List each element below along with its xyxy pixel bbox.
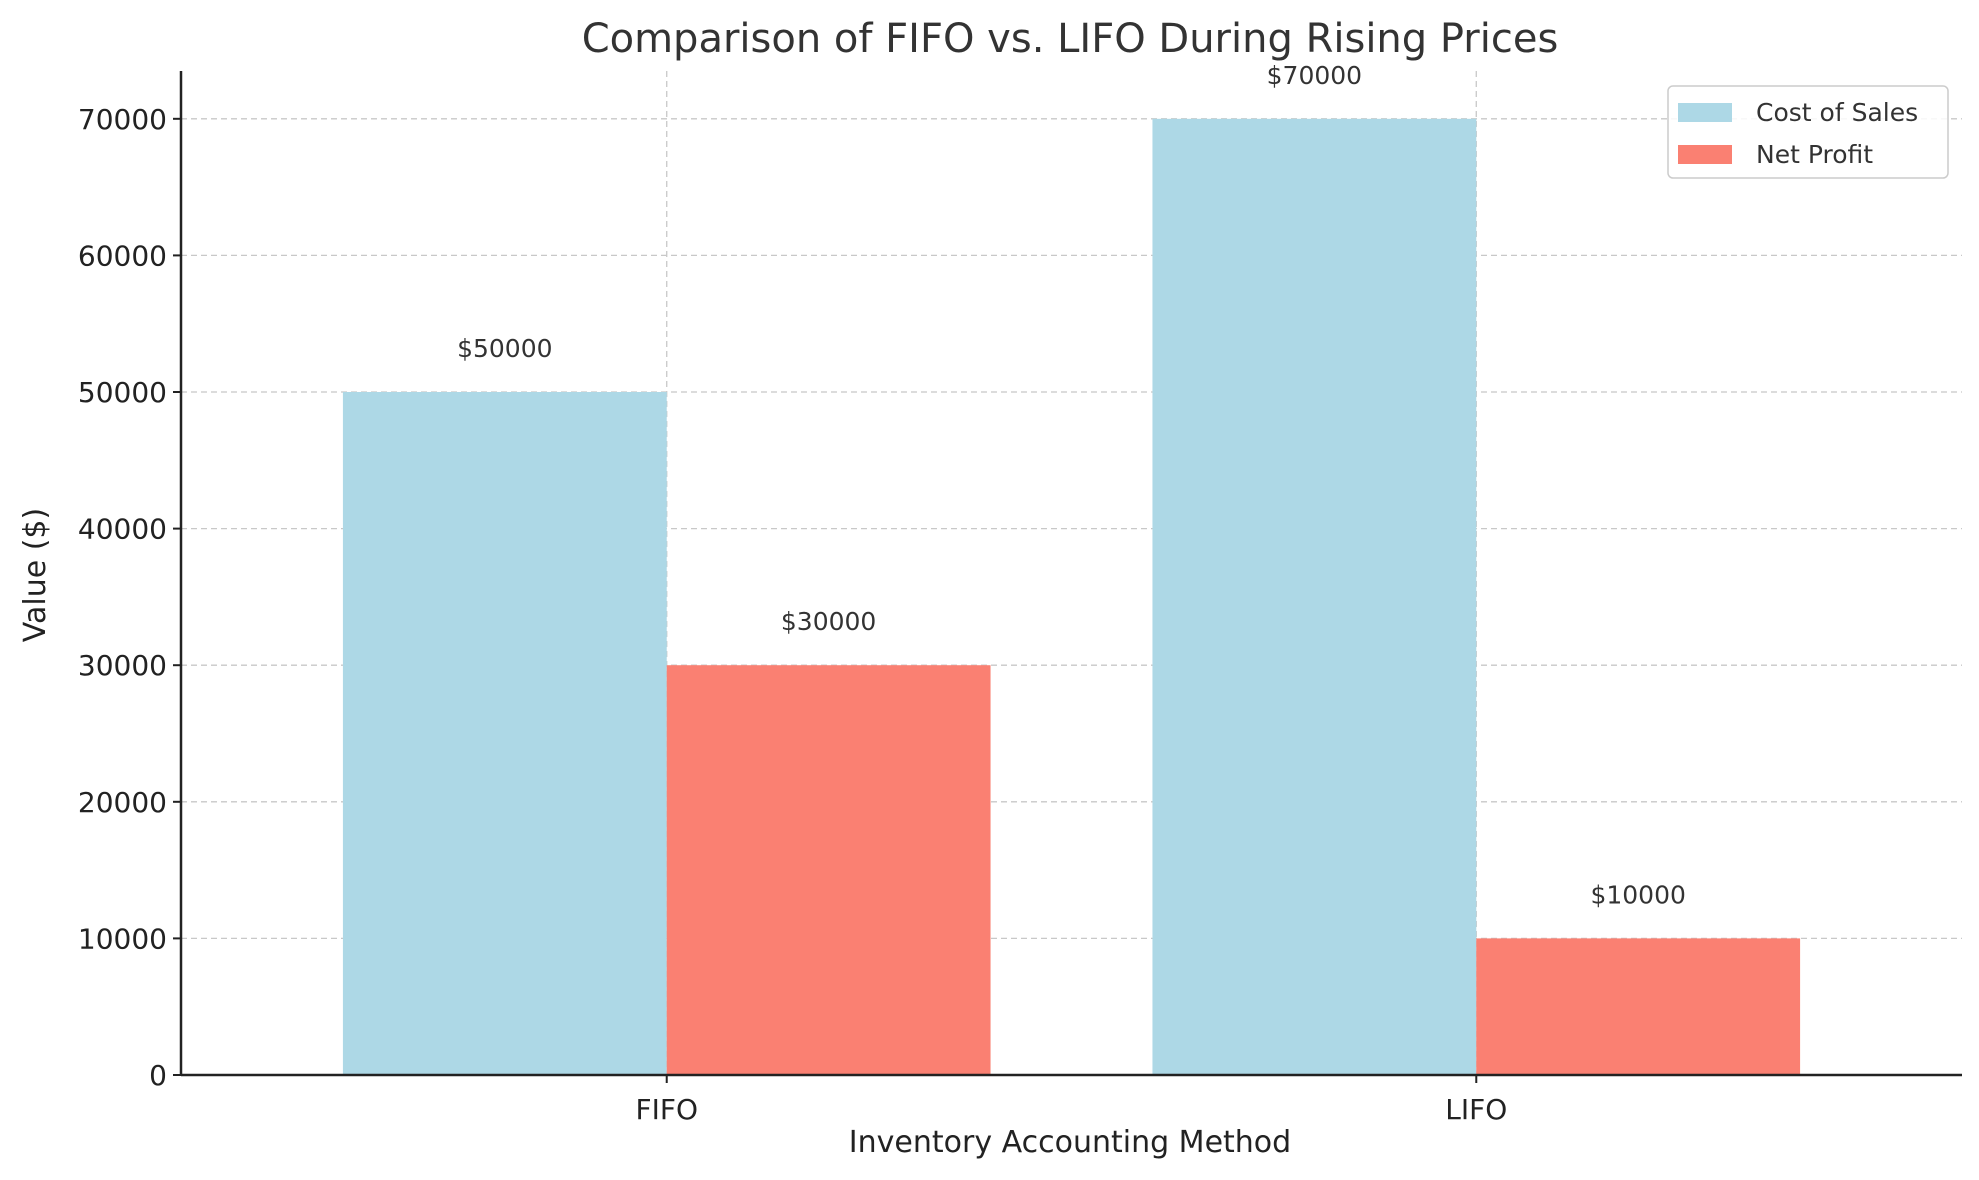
data-labels: $50000 $70000 $30000 $10000 (457, 61, 1686, 910)
y-tick-label: 0 (149, 1059, 167, 1092)
data-label: $70000 (1267, 61, 1362, 90)
y-tick-label: 60000 (78, 239, 167, 272)
legend-entry: Cost of Sales (1756, 98, 1918, 127)
data-label: $10000 (1590, 880, 1685, 909)
legend: Cost of Sales Net Profit (1667, 85, 1949, 179)
chart-title: Comparison of FIFO vs. LIFO During Risin… (582, 16, 1559, 62)
bar-cost-of-sales-lifo (1152, 118, 1477, 1076)
y-tick-label: 50000 (78, 376, 167, 409)
x-tick-label-fifo: FIFO (635, 1093, 698, 1126)
legend-swatch (1678, 145, 1732, 164)
x-tick-label-lifo: LIFO (1445, 1093, 1507, 1126)
y-tick-label: 30000 (78, 649, 167, 682)
y-tick-label: 20000 (78, 786, 167, 819)
y-tick-label: 40000 (78, 513, 167, 546)
axes: 0 10000 20000 30000 40000 50000 60000 70000 FIFO… (78, 71, 1962, 1126)
x-axis-label: Inventory Accounting Method (849, 1125, 1291, 1160)
data-label: $30000 (781, 607, 876, 636)
bar-net-profit-lifo (1476, 938, 1801, 1075)
y-tick-label: 70000 (78, 103, 167, 136)
data-label: $50000 (457, 334, 552, 363)
y-tick-label: 10000 (78, 922, 167, 955)
bars (342, 118, 1801, 1076)
bar-cost-of-sales-fifo (342, 392, 667, 1075)
bar-net-profit-fifo (666, 665, 991, 1075)
legend-swatch (1678, 103, 1732, 122)
legend-box (1667, 85, 1949, 179)
y-axis-label: Value ($) (18, 508, 53, 642)
legend-entry: Net Profit (1756, 140, 1873, 169)
